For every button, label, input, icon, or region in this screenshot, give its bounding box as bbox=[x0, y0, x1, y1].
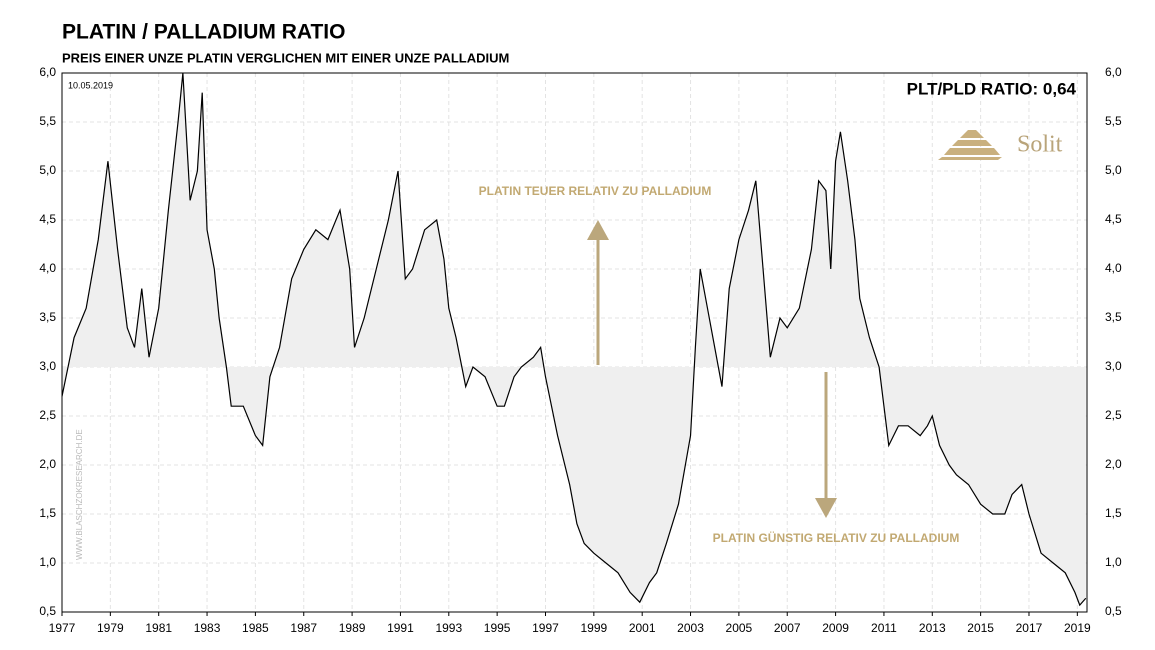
y2-tick-label: 2,0 bbox=[1105, 457, 1122, 471]
y-tick-label: 1,5 bbox=[39, 506, 56, 520]
y2-tick-label: 1,5 bbox=[1105, 506, 1122, 520]
chart-subtitle: PREIS EINER UNZE PLATIN VERGLICHEN MIT E… bbox=[62, 50, 509, 65]
x-tick-label: 2009 bbox=[822, 621, 849, 635]
y-tick-label: 5,0 bbox=[39, 163, 56, 177]
brand: Solit bbox=[1017, 132, 1063, 158]
x-tick-label: 2007 bbox=[774, 621, 801, 635]
y-tick-label: 4,5 bbox=[39, 212, 56, 226]
x-tick-label: 1981 bbox=[145, 621, 172, 635]
annotation: PLATIN TEUER RELATIV ZU PALLADIUM bbox=[479, 184, 712, 198]
y2-tick-label: 4,0 bbox=[1105, 261, 1122, 275]
annotation: PLATIN GÜNSTIG RELATIV ZU PALLADIUM bbox=[713, 530, 960, 545]
x-tick-label: 1977 bbox=[49, 621, 76, 635]
x-tick-label: 1991 bbox=[387, 621, 414, 635]
arrow-down bbox=[815, 372, 837, 518]
area bbox=[62, 73, 1086, 606]
y-tick-label: 0,5 bbox=[39, 604, 56, 618]
y-tick-label: 5,5 bbox=[39, 114, 56, 128]
y-tick-label: 3,0 bbox=[39, 359, 56, 373]
x-tick-label: 1987 bbox=[290, 621, 317, 635]
date-label: 10.05.2019 bbox=[68, 80, 113, 90]
y2-tick-label: 3,0 bbox=[1105, 359, 1122, 373]
x-tick-label: 2011 bbox=[871, 621, 897, 635]
x-tick-label: 1995 bbox=[484, 621, 511, 635]
line bbox=[61, 72, 1087, 607]
y-tick-label: 6,0 bbox=[39, 65, 56, 79]
arrow-up bbox=[587, 220, 609, 365]
logo bbox=[938, 130, 1002, 160]
y2-tick-label: 2,5 bbox=[1105, 408, 1122, 422]
watermark: WWW.BLASCHZOKRESEARCH.DE bbox=[75, 429, 84, 560]
y2-tick-label: 1,0 bbox=[1105, 555, 1122, 569]
x-tick-label: 1989 bbox=[339, 621, 366, 635]
y-tick-label: 2,5 bbox=[39, 408, 56, 422]
y2-tick-label: 4,5 bbox=[1105, 212, 1122, 226]
y-tick-label: 1,0 bbox=[39, 555, 56, 569]
x-tick-label: 2003 bbox=[677, 621, 704, 635]
x-tick-label: 2013 bbox=[919, 621, 946, 635]
y2-tick-label: 0,5 bbox=[1105, 604, 1122, 618]
y2-tick-label: 5,0 bbox=[1105, 163, 1122, 177]
y2-tick-label: 3,5 bbox=[1105, 310, 1122, 324]
y-tick-label: 2,0 bbox=[39, 457, 56, 471]
x-tick-label: 1999 bbox=[580, 621, 607, 635]
x-tick-label: 2001 bbox=[629, 621, 656, 635]
y-tick-label: 3,5 bbox=[39, 310, 56, 324]
y2-tick-label: 5,5 bbox=[1105, 114, 1122, 128]
x-tick-label: 1993 bbox=[435, 621, 462, 635]
plot-frame bbox=[61, 72, 1088, 613]
x-tick-label: 2005 bbox=[726, 621, 753, 635]
plot-area: 0,5 0,5 1,0 1,0 1,5 1,5 2,0 2,0 2,5 2,5 3,0 3,0 3,5 3… bbox=[39, 65, 1122, 635]
ratio-label: PLT/PLD RATIO: 0,64 bbox=[907, 79, 1077, 98]
x-tick-label: 2017 bbox=[1016, 621, 1043, 635]
y-tick-label: 4,0 bbox=[39, 261, 56, 275]
x-tick-label: 1979 bbox=[97, 621, 124, 635]
x-tick-label: 2019 bbox=[1064, 621, 1091, 635]
x-tick-label: 1985 bbox=[242, 621, 269, 635]
chart-title: PLATIN / PALLADIUM RATIO bbox=[62, 21, 345, 44]
x-tick-label: 1983 bbox=[194, 621, 221, 635]
x-tick-label: 2015 bbox=[967, 621, 994, 635]
y2-tick-label: 6,0 bbox=[1105, 65, 1122, 79]
x-tick-label: 1997 bbox=[532, 621, 559, 635]
